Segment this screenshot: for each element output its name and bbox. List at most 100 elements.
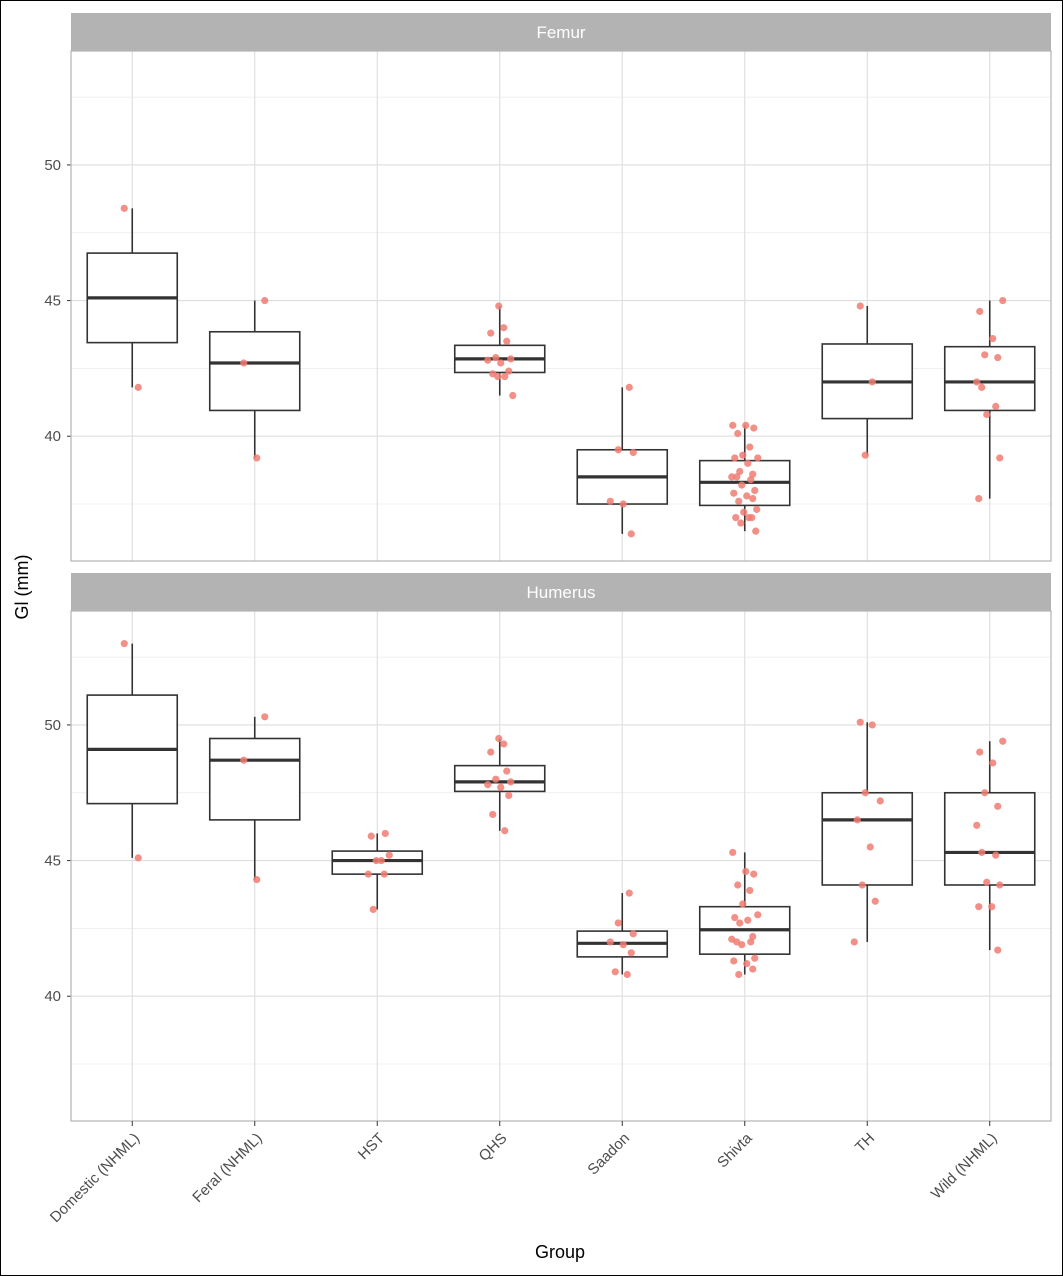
data-point bbox=[750, 424, 758, 432]
data-point bbox=[261, 713, 269, 721]
data-point bbox=[509, 391, 517, 400]
box-iqr bbox=[943, 791, 1036, 886]
data-point bbox=[989, 759, 997, 767]
chart-panels: Femur 40 45 50 Humerus 40 45 50 bbox=[44, 13, 1052, 1122]
x-tick-label: Saadon bbox=[584, 1130, 633, 1179]
data-point bbox=[614, 446, 622, 454]
data-point bbox=[625, 383, 633, 391]
box-feral-nhml bbox=[208, 716, 301, 880]
x-tick-label: Shivta bbox=[714, 1129, 756, 1171]
y-axis-title: Gl (mm) bbox=[12, 555, 32, 620]
data-point bbox=[367, 832, 375, 840]
data-point bbox=[992, 402, 1000, 410]
box-qhs bbox=[453, 306, 546, 396]
data-point bbox=[253, 875, 261, 884]
data-point bbox=[492, 775, 500, 783]
data-point bbox=[742, 421, 750, 429]
data-point bbox=[876, 797, 884, 805]
data-point bbox=[744, 916, 752, 924]
data-point bbox=[492, 353, 500, 362]
data-point bbox=[751, 954, 759, 962]
data-point bbox=[377, 856, 385, 865]
box-wild-nhml bbox=[943, 741, 1036, 951]
box-th bbox=[821, 722, 914, 942]
data-point bbox=[742, 867, 750, 876]
panel-femur: Femur 40 45 50 bbox=[44, 13, 1052, 562]
data-point bbox=[749, 470, 757, 478]
x-tick-label: Feral (NHML) bbox=[189, 1130, 265, 1206]
data-point bbox=[501, 372, 509, 381]
data-point bbox=[753, 505, 761, 514]
box-saadon bbox=[576, 893, 669, 975]
y-tick-label: 40 bbox=[44, 428, 61, 445]
data-point bbox=[744, 459, 752, 467]
data-point bbox=[739, 451, 747, 459]
y-tick-label: 40 bbox=[44, 988, 61, 1005]
data-point bbox=[989, 334, 997, 343]
data-point bbox=[868, 721, 876, 729]
data-point bbox=[853, 816, 861, 824]
data-point bbox=[996, 454, 1004, 462]
data-point bbox=[489, 810, 497, 819]
data-point bbox=[494, 372, 502, 381]
data-point bbox=[487, 329, 495, 337]
data-point bbox=[749, 495, 757, 503]
data-point bbox=[240, 756, 248, 764]
data-point bbox=[856, 718, 864, 726]
x-tick-label: TH bbox=[852, 1130, 878, 1156]
data-point bbox=[611, 968, 619, 976]
data-point bbox=[988, 903, 996, 911]
x-tick-label: HST bbox=[355, 1130, 388, 1163]
data-point bbox=[484, 781, 492, 789]
data-point bbox=[728, 473, 736, 481]
data-point bbox=[500, 324, 508, 332]
data-point bbox=[858, 881, 866, 889]
data-point bbox=[505, 367, 513, 375]
data-point bbox=[973, 378, 981, 386]
data-point bbox=[975, 903, 983, 911]
x-tick-label: Wild (NHML) bbox=[928, 1130, 1001, 1203]
data-point bbox=[240, 359, 248, 367]
strip-header bbox=[71, 13, 1051, 51]
data-point bbox=[996, 881, 1004, 889]
data-point bbox=[861, 451, 869, 459]
data-point bbox=[746, 886, 754, 895]
y-tick-label: 45 bbox=[44, 853, 61, 870]
box-saadon bbox=[576, 387, 669, 534]
data-point bbox=[976, 748, 984, 756]
data-point bbox=[752, 527, 760, 535]
data-point bbox=[487, 748, 495, 756]
data-point bbox=[731, 913, 739, 922]
data-point bbox=[627, 949, 635, 957]
data-point bbox=[261, 296, 269, 305]
box-hst bbox=[331, 833, 424, 910]
data-point bbox=[736, 919, 744, 927]
box-domestic-nhml bbox=[86, 643, 179, 858]
data-point bbox=[734, 881, 742, 889]
y-tick-label: 45 bbox=[44, 293, 61, 310]
data-point bbox=[733, 473, 741, 481]
data-point bbox=[747, 476, 755, 484]
data-point bbox=[134, 854, 142, 862]
data-point bbox=[739, 900, 747, 908]
data-point bbox=[606, 497, 614, 505]
data-point bbox=[729, 848, 737, 857]
x-axis-title: Group bbox=[535, 1242, 585, 1262]
box-iqr bbox=[821, 791, 914, 886]
data-point bbox=[983, 878, 991, 886]
data-point bbox=[120, 639, 128, 648]
data-point bbox=[495, 734, 503, 743]
strip-label: Femur bbox=[536, 23, 585, 42]
data-point bbox=[614, 919, 622, 927]
data-point bbox=[501, 827, 509, 835]
data-point bbox=[381, 829, 389, 838]
data-point bbox=[978, 848, 986, 857]
box-qhs bbox=[453, 738, 546, 831]
data-point bbox=[507, 355, 515, 363]
data-point bbox=[364, 870, 372, 878]
data-point bbox=[999, 737, 1007, 745]
box-iqr bbox=[208, 330, 301, 412]
box-iqr bbox=[208, 737, 301, 821]
y-tick-label: 50 bbox=[44, 157, 61, 174]
